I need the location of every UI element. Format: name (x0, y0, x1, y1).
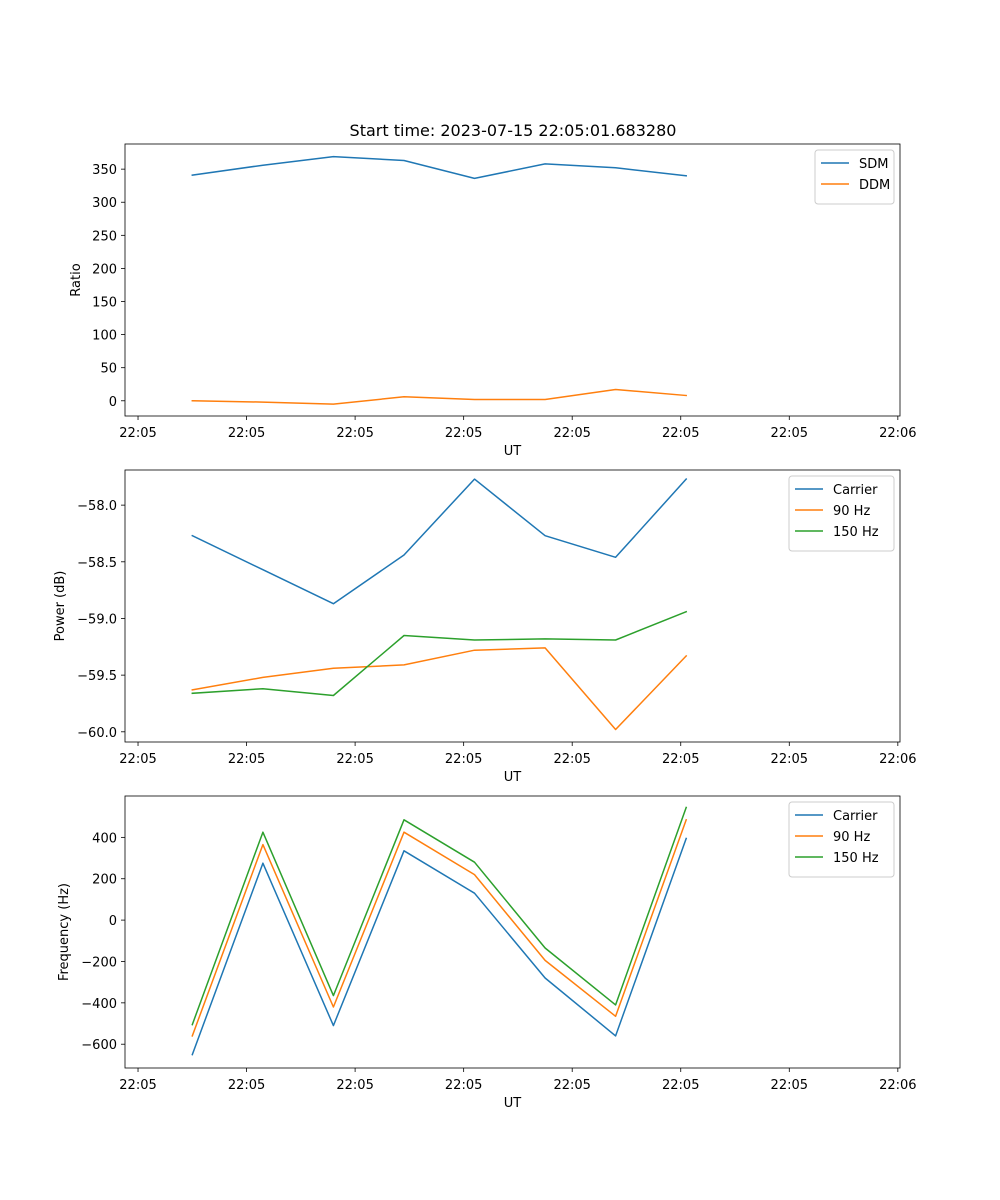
y-tick-label: 350 (92, 163, 117, 178)
series-line-carrier (191, 837, 688, 1056)
legend: Carrier 90 Hz 150 Hz (788, 475, 895, 552)
x-tick-label: 22:05 (228, 426, 265, 441)
y-axis-label: Power (dB) (53, 571, 68, 642)
y-tick-label: −58.0 (77, 499, 117, 514)
axes-frame (124, 469, 901, 743)
x-tick-label: 22:05 (553, 752, 590, 767)
y-tick-label: 300 (92, 196, 117, 211)
axes-frame (124, 143, 901, 417)
y-tick-label: 200 (92, 873, 117, 888)
panel-power: 22:05 22:05 22:05 22:05 22:05 22:05 22:05 22:06… (53, 469, 917, 785)
series-line-90-hz (191, 818, 688, 1037)
legend-label: 90 Hz (833, 504, 870, 519)
legend-box (788, 801, 895, 878)
legend-label: SDM (859, 157, 888, 172)
x-tick-label: 22:05 (336, 426, 373, 441)
y-tick-label: 0 (109, 914, 117, 929)
y-tick-label: 250 (92, 229, 117, 244)
legend-label: Carrier (833, 483, 878, 498)
y-tick-label: 100 (92, 329, 117, 344)
y-tick-label: −400 (81, 997, 117, 1012)
legend-label: DDM (859, 178, 890, 193)
legend-label: 150 Hz (833, 851, 879, 866)
axes-frame (124, 795, 901, 1069)
series-line-ddm (191, 388, 688, 405)
x-tick-label: 22:06 (879, 752, 916, 767)
x-tick-label: 22:05 (445, 1078, 482, 1093)
y-axis-label: Ratio (69, 263, 84, 296)
x-tick-label: 22:05 (553, 1078, 590, 1093)
x-tick-label: 22:05 (771, 1078, 808, 1093)
y-axis-label: Frequency (Hz) (57, 883, 72, 981)
legend-label: Carrier (833, 809, 878, 824)
series-line-150-hz (191, 610, 688, 697)
y-tick-label: 200 (92, 262, 117, 277)
x-tick-label: 22:05 (553, 426, 590, 441)
y-tick-label: −600 (81, 1038, 117, 1053)
x-tick-label: 22:05 (445, 426, 482, 441)
legend-box (788, 475, 895, 552)
legend: SDM DDM (814, 149, 895, 205)
y-tick-label: −59.5 (77, 669, 117, 684)
series-line-150-hz (191, 806, 688, 1026)
x-tick-label: 22:05 (228, 1078, 265, 1093)
x-tick-label: 22:05 (119, 752, 156, 767)
series-line-sdm (191, 155, 688, 180)
y-tick-label: 150 (92, 296, 117, 311)
legend-label: 150 Hz (833, 525, 879, 540)
y-tick-label: 400 (92, 831, 117, 846)
x-tick-label: 22:05 (336, 1078, 373, 1093)
figure-title: Start time: 2023-07-15 22:05:01.683280 (350, 121, 677, 140)
panel-frequency: 22:05 22:05 22:05 22:05 22:05 22:05 22:05 22:06… (57, 795, 917, 1111)
y-tick-label: −58.5 (77, 556, 117, 571)
x-tick-label: 22:05 (119, 1078, 156, 1093)
x-axis-label: UT (504, 770, 522, 785)
x-tick-label: 22:05 (771, 426, 808, 441)
y-tick-label: 0 (109, 395, 117, 410)
panel-ratio: 22:05 22:05 22:05 22:05 22:05 22:05 22:05 22:06… (69, 143, 917, 459)
x-tick-label: 22:05 (228, 752, 265, 767)
y-tick-label: −60.0 (77, 726, 117, 741)
x-tick-label: 22:05 (662, 426, 699, 441)
x-tick-label: 22:05 (662, 1078, 699, 1093)
x-tick-label: 22:05 (771, 752, 808, 767)
y-tick-label: −200 (81, 955, 117, 970)
legend: Carrier 90 Hz 150 Hz (788, 801, 895, 878)
series-line-90-hz (191, 647, 688, 731)
x-tick-label: 22:05 (445, 752, 482, 767)
x-tick-label: 22:05 (662, 752, 699, 767)
x-tick-label: 22:06 (879, 1078, 916, 1093)
y-tick-label: −59.0 (77, 612, 117, 627)
x-axis-label: UT (504, 1096, 522, 1111)
series-line-carrier (191, 478, 688, 605)
y-tick-label: 50 (100, 362, 117, 377)
x-tick-label: 22:05 (336, 752, 373, 767)
x-tick-label: 22:06 (879, 426, 916, 441)
legend-label: 90 Hz (833, 830, 870, 845)
x-tick-label: 22:05 (119, 426, 156, 441)
x-axis-label: UT (504, 444, 522, 459)
panels: 22:05 22:05 22:05 22:05 22:05 22:05 22:05 22:06… (53, 143, 917, 1111)
